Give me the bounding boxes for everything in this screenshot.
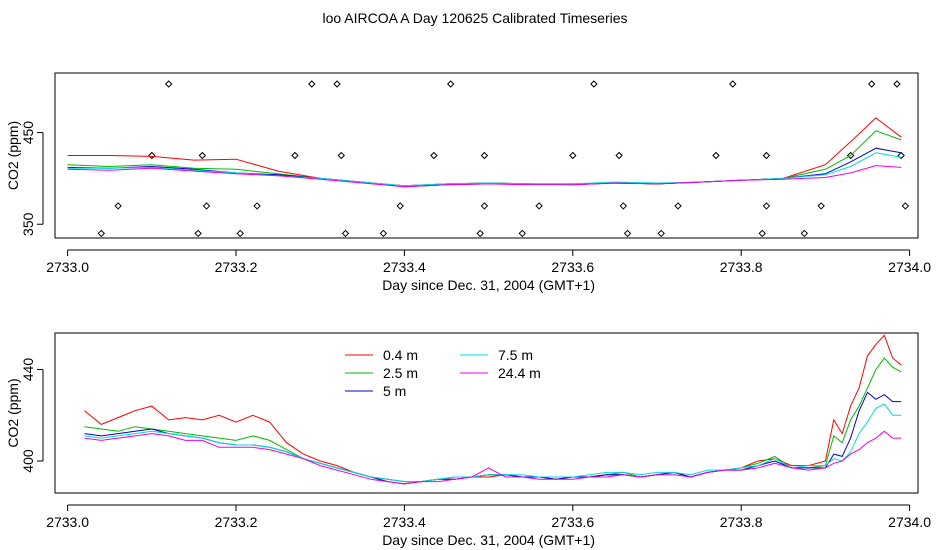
diamond-marker [712,151,720,160]
legend-label: 24.4 m [498,365,541,381]
diamond-marker [817,202,825,210]
x-tick-label: 2733.8 [720,514,763,530]
diamond-marker [396,202,404,210]
diamond-marker [114,202,122,210]
x-tick-label: 2734.0 [888,514,931,530]
diamond-marker [846,151,855,160]
diamond-marker [762,202,771,210]
y-tick-label: 400 [20,449,36,473]
diamond-marker [447,80,455,88]
diamond-marker [308,80,316,88]
y-tick-label: 450 [20,121,36,145]
series-line-24-4-m [67,165,902,188]
x-tick-label: 2733.4 [383,514,426,530]
x-tick-label: 2733.0 [46,259,89,275]
legend-label: 2.5 m [383,365,418,381]
legend-label: 7.5 m [498,347,533,363]
diamond-marker [341,229,350,238]
diamond-marker [148,151,156,160]
diamond-marker [253,202,261,210]
diamond-marker [615,151,623,160]
diamond-marker [379,229,388,238]
diamond-marker [480,202,489,210]
legend-label: 5 m [383,383,406,399]
diamond-marker [333,80,341,88]
diamond-marker [590,80,598,88]
plot-frame [54,332,919,494]
diamond-marker [236,229,244,238]
diamond-marker [901,202,910,210]
x-tick-label: 2733.8 [720,259,763,275]
x-tick-label: 2733.4 [383,259,426,275]
series-line-24-4-m [84,430,902,485]
x-tick-label: 2733.2 [215,514,258,530]
diamond-marker [430,151,438,160]
y-axis-label: CO2 (ppm) [5,121,21,190]
diamond-marker [202,202,211,210]
diamond-marker [800,229,809,238]
diamond-marker [337,151,345,160]
series-line-7-5-m [67,152,902,187]
diamond-marker [194,229,202,238]
legend-label: 0.4 m [383,347,418,363]
y-axis-label: CO2 (ppm) [5,378,21,447]
diamond-marker [657,229,665,238]
series-line-7-5-m [84,403,902,483]
diamond-marker [758,229,766,238]
diamond-marker [198,151,207,160]
diamond-marker [619,202,628,210]
diamond-marker [897,151,905,160]
diamond-marker [893,80,901,88]
x-axis-label: Day since Dec. 31, 2004 (GMT+1) [382,277,595,293]
x-tick-label: 2733.6 [551,259,594,275]
diamond-marker [674,202,682,210]
diamond-marker [518,229,526,238]
diamond-marker [291,151,299,160]
diamond-marker [535,202,543,210]
chart-title: loo AIRCOA A Day 120625 Calibrated Times… [322,10,628,26]
x-tick-label: 2733.6 [551,514,594,530]
x-axis-label: Day since Dec. 31, 2004 (GMT+1) [382,532,595,548]
diamond-marker [762,151,771,160]
x-tick-label: 2733.0 [46,514,89,530]
x-tick-label: 2734.0 [888,259,931,275]
diamond-marker [476,229,484,238]
diamond-marker [97,229,106,238]
diamond-marker [623,229,632,238]
diamond-marker [729,80,737,88]
diamond-marker [867,80,876,88]
diamond-marker [569,151,577,160]
x-tick-label: 2733.2 [215,259,258,275]
y-tick-label: 440 [20,358,36,382]
diamond-marker [164,80,173,88]
series-line-0-4-m [84,334,902,483]
y-tick-label: 350 [20,212,36,236]
plot-frame [54,72,919,239]
diamond-marker [480,151,489,160]
